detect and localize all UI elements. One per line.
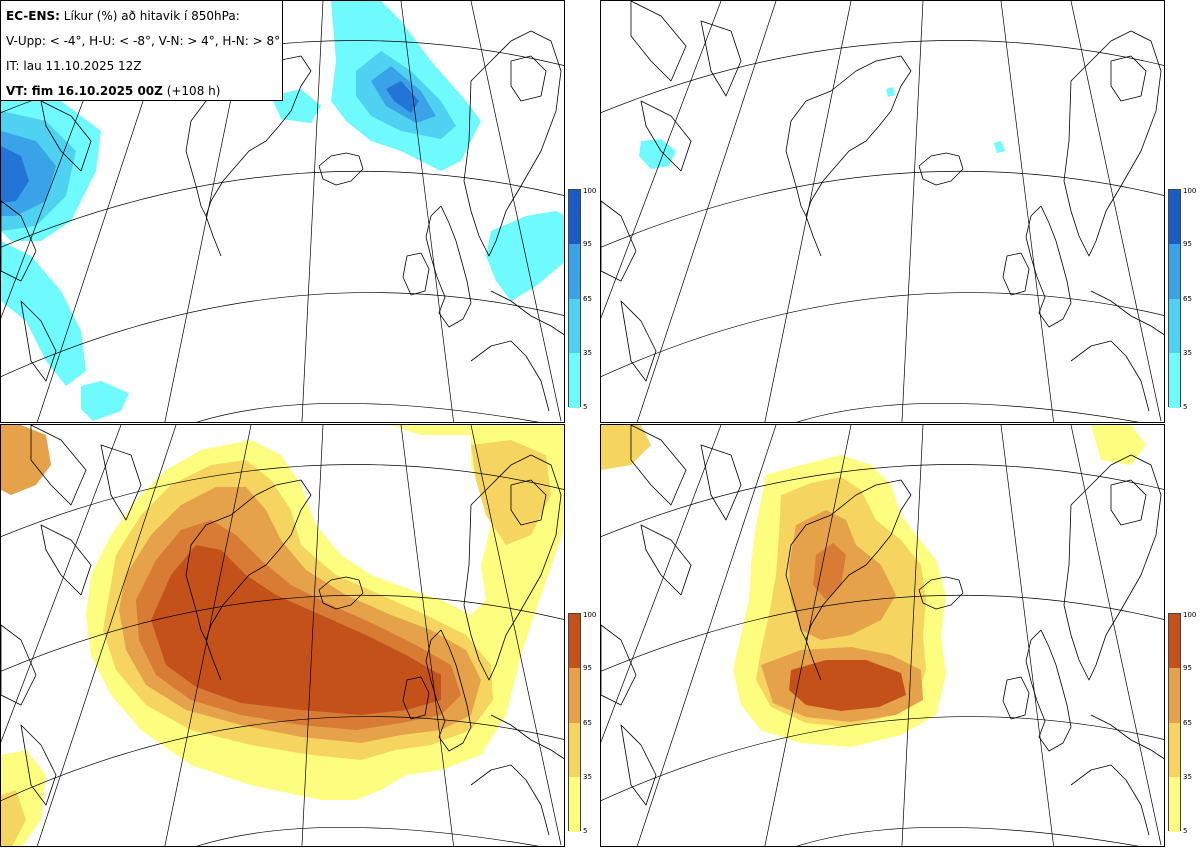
colorbar-tick: 95 xyxy=(583,664,592,672)
probability-map xyxy=(601,425,1164,846)
colorbar-tick: 65 xyxy=(583,719,592,727)
colorbar-tick: 100 xyxy=(1183,187,1197,195)
colorbar-tick: 5 xyxy=(583,827,588,835)
colorbar-tick: 35 xyxy=(1183,773,1192,781)
colorbar-tick: 35 xyxy=(583,349,592,357)
info-title: EC-ENS: Líkur (%) að hitavik í 850hPa: xyxy=(6,9,240,23)
colorbar-tick: 35 xyxy=(1183,349,1192,357)
probability-shading xyxy=(1,425,564,846)
probability-map xyxy=(1,425,564,846)
probability-shading xyxy=(1,1,564,421)
map-panel-above-8 xyxy=(600,424,1165,847)
map-panel-below-minus4: EC-ENS: Líkur (%) að hitavik í 850hPa: V… xyxy=(0,0,565,423)
colorbar-tick: 95 xyxy=(1183,240,1192,248)
colorbar-tick: 95 xyxy=(583,240,592,248)
colorbar-tick: 5 xyxy=(1183,403,1188,411)
colorbar-warm-right: 100 95 65 35 5 xyxy=(1168,611,1200,835)
probability-map xyxy=(1,1,564,422)
colorbar-tick: 100 xyxy=(583,611,597,619)
probability-shading xyxy=(639,87,1005,169)
colorbar-warm-left: 100 95 65 35 5 xyxy=(568,611,602,835)
map-panel-below-minus8 xyxy=(600,0,1165,423)
info-legend-definitions: V-Upp: < -4°, H-U: < -8°, V-N: > 4°, H-N… xyxy=(6,34,281,48)
colorbar-tick: 95 xyxy=(1183,664,1192,672)
colorbar-tick: 65 xyxy=(583,295,592,303)
colorbar-tick: 100 xyxy=(1183,611,1197,619)
info-initial-time: IT: lau 11.10.2025 12Z xyxy=(6,59,142,73)
colorbar-tick: 65 xyxy=(1183,719,1192,727)
colorbar-tick: 65 xyxy=(1183,295,1192,303)
colorbar-tick: 100 xyxy=(583,187,597,195)
probability-shading xyxy=(601,425,1146,747)
info-box: EC-ENS: Líkur (%) að hitavik í 850hPa: V… xyxy=(1,1,283,101)
colorbar-cold-right: 100 95 65 35 5 xyxy=(1168,187,1200,411)
info-valid-time: VT: fim 16.10.2025 00Z (+108 h) xyxy=(6,84,221,98)
colorbar-tick: 5 xyxy=(1183,827,1188,835)
map-panel-above-4 xyxy=(0,424,565,847)
colorbar-cold-left: 100 95 65 35 5 xyxy=(568,187,602,411)
colorbar-tick: 5 xyxy=(583,403,588,411)
colorbar-tick: 35 xyxy=(583,773,592,781)
probability-map xyxy=(601,1,1164,422)
